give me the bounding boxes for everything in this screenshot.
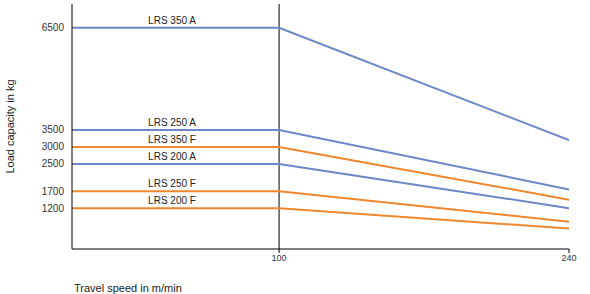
svg-text:2500: 2500	[42, 158, 65, 169]
svg-text:Load capacity in kg: Load capacity in kg	[8, 79, 16, 173]
svg-text:100: 100	[272, 253, 287, 263]
svg-text:3000: 3000	[42, 141, 65, 152]
svg-text:LRS 200 F: LRS 200 F	[148, 195, 196, 206]
svg-text:3500: 3500	[42, 124, 65, 135]
svg-text:LRS 250 F: LRS 250 F	[148, 178, 196, 189]
svg-text:LRS 350 F: LRS 350 F	[148, 134, 196, 145]
svg-text:240: 240	[561, 253, 576, 263]
svg-text:Travel speed in m/min: Travel speed in m/min	[74, 282, 182, 294]
svg-text:LRS 350 A: LRS 350 A	[148, 15, 196, 26]
svg-text:LRS 250 A: LRS 250 A	[148, 117, 196, 128]
svg-text:LRS 200 A: LRS 200 A	[148, 151, 196, 162]
svg-text:1700: 1700	[42, 186, 65, 197]
svg-text:1200: 1200	[42, 203, 65, 214]
svg-text:6500: 6500	[42, 22, 65, 33]
